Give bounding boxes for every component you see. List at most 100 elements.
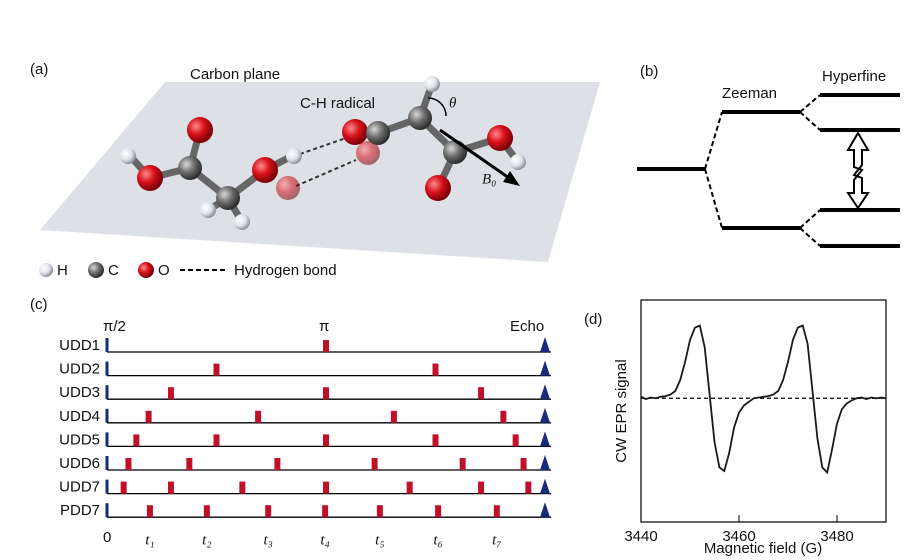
pi-pulse bbox=[125, 458, 132, 470]
start-pulse bbox=[105, 338, 109, 352]
pi-pulse bbox=[322, 505, 329, 518]
echo bbox=[540, 360, 550, 376]
legend-label: O bbox=[158, 262, 170, 279]
pi-pulse bbox=[203, 505, 210, 518]
pi-pulse bbox=[239, 481, 246, 494]
pi-pulse bbox=[274, 458, 281, 470]
pi-pulse bbox=[167, 387, 174, 400]
panel-d: (d) Magnetic field (G) CW EPR signal 344… bbox=[584, 299, 887, 557]
plot-frame bbox=[640, 299, 887, 523]
sequence-label: UDD3 bbox=[59, 384, 100, 401]
echo bbox=[540, 431, 550, 447]
sequence-label: UDD7 bbox=[59, 479, 100, 496]
legend-c bbox=[88, 262, 104, 278]
pi-pulse bbox=[323, 340, 329, 352]
x-tick-label: 3480 bbox=[820, 528, 853, 545]
panel-b bbox=[637, 93, 900, 248]
sequence-label: PDD7 bbox=[60, 502, 100, 519]
pi-pulse bbox=[432, 434, 439, 447]
zeeman-label: Zeeman bbox=[722, 85, 777, 102]
angle-label: θ bbox=[449, 95, 457, 111]
sequence-label: UDD6 bbox=[59, 455, 100, 472]
time-zero: 0 bbox=[103, 529, 111, 546]
echo bbox=[540, 455, 550, 470]
pi-pulse bbox=[520, 458, 527, 470]
pi-pulse bbox=[213, 363, 220, 376]
time-label: t₃ bbox=[263, 532, 272, 548]
angle-arc bbox=[427, 97, 447, 117]
arrow-head bbox=[503, 171, 520, 186]
legend-label: C bbox=[108, 262, 119, 279]
start-pulse bbox=[105, 479, 109, 494]
time-label: t₇ bbox=[492, 532, 501, 548]
sequence-label: UDD1 bbox=[59, 337, 100, 354]
legend-h bbox=[39, 263, 53, 277]
radical-label: C-H radical bbox=[300, 95, 375, 112]
panel-label: (c) bbox=[30, 296, 48, 313]
atoms bbox=[120, 76, 526, 230]
pi-pulse bbox=[432, 363, 439, 376]
pi-pulse bbox=[255, 410, 262, 423]
echo bbox=[540, 337, 550, 352]
time-label: t₅ bbox=[375, 532, 384, 548]
echo bbox=[540, 478, 550, 494]
field-arrow bbox=[439, 128, 513, 182]
panel-label: (b) bbox=[640, 63, 658, 80]
x-tick-label: 3460 bbox=[722, 528, 755, 545]
pi-pulse bbox=[133, 434, 140, 447]
pi-pulse bbox=[512, 434, 519, 447]
start-pulse bbox=[105, 432, 109, 447]
echo bbox=[540, 384, 550, 400]
panel-label: (d) bbox=[584, 311, 602, 328]
pi-pulse bbox=[493, 505, 500, 518]
pi-pulse bbox=[406, 481, 413, 494]
pi-pulse bbox=[145, 410, 152, 423]
pi-pulse bbox=[376, 505, 383, 518]
pulse-label: π bbox=[319, 318, 329, 335]
pi-pulse bbox=[525, 481, 532, 494]
pi-pulse bbox=[323, 387, 329, 400]
pi-pulse bbox=[435, 505, 442, 518]
pi-pulse bbox=[390, 410, 397, 423]
pi-pulse bbox=[323, 481, 329, 494]
pi-pulse bbox=[371, 458, 378, 470]
legend-label: H bbox=[57, 262, 68, 279]
x-axis-label: Magnetic field (G) bbox=[704, 540, 822, 557]
pi-pulse bbox=[213, 434, 220, 447]
carbon-plane bbox=[40, 82, 600, 262]
start-pulse bbox=[105, 456, 109, 470]
pi-pulse bbox=[146, 505, 153, 518]
plane-label: Carbon plane bbox=[190, 66, 280, 83]
hyperfine-label: Hyperfine bbox=[822, 68, 886, 85]
pi-pulse bbox=[478, 387, 485, 400]
hydrogen-bonds bbox=[295, 137, 357, 187]
start-pulse bbox=[105, 503, 109, 518]
time-label: t₄ bbox=[320, 532, 329, 548]
start-pulse bbox=[105, 408, 109, 423]
legend-label: Hydrogen bond bbox=[234, 262, 337, 279]
sequence-label: UDD5 bbox=[59, 431, 100, 448]
pi-pulse bbox=[478, 481, 485, 494]
sequence-label: UDD4 bbox=[59, 408, 100, 425]
pulse-label: π/2 bbox=[103, 318, 126, 335]
legend-o bbox=[138, 262, 154, 278]
pi-pulse bbox=[265, 505, 272, 518]
epr-line bbox=[640, 324, 887, 475]
time-label: t₁ bbox=[145, 532, 154, 548]
pi-pulse bbox=[459, 458, 466, 470]
echo bbox=[540, 407, 550, 423]
start-pulse bbox=[105, 385, 109, 400]
time-label: t₆ bbox=[433, 532, 442, 548]
y-axis-label: CW EPR signal bbox=[613, 359, 630, 462]
pi-pulse bbox=[186, 458, 193, 470]
panel-c: (c) π/2 π Echo 0 UDD1 UDD2 UDD3 UDD4 UDD5 UDD… bbox=[30, 296, 551, 548]
x-tick-label: 3440 bbox=[624, 528, 657, 545]
sequence-label: UDD2 bbox=[59, 361, 100, 378]
panel-label: (a) bbox=[30, 61, 48, 78]
pi-pulse bbox=[167, 481, 174, 494]
panel-a: (a) Carbon plane C-H radical θ B₀ H C O … bbox=[30, 61, 600, 279]
start-pulse bbox=[105, 361, 109, 376]
echo-label: Echo bbox=[510, 318, 544, 335]
time-label: t₂ bbox=[202, 532, 211, 548]
